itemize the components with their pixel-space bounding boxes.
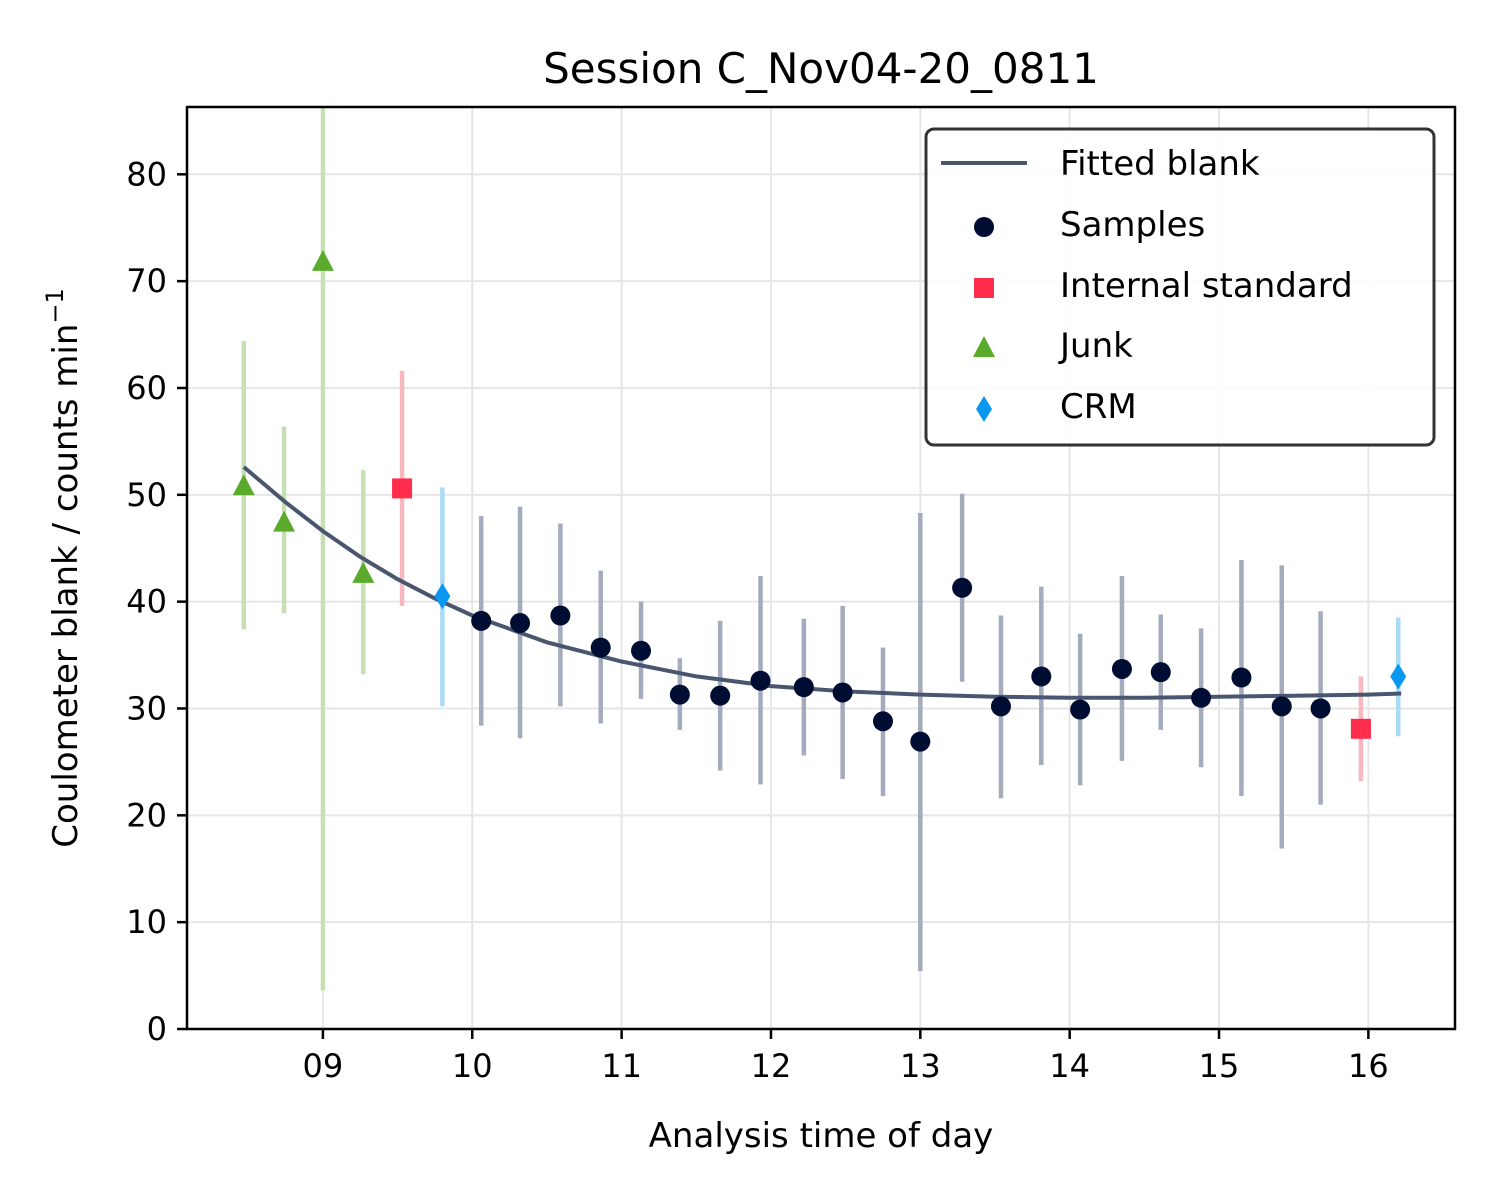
y-axis-label-superscript: −1 bbox=[41, 288, 69, 323]
chart-title: Session C_Nov04-20_0811 bbox=[543, 44, 1099, 93]
legend-internal-standard-swatch bbox=[974, 278, 994, 298]
samples-point bbox=[510, 613, 531, 634]
samples-point bbox=[910, 731, 931, 752]
x-tick-label: 12 bbox=[751, 1047, 792, 1085]
junk-point bbox=[273, 510, 296, 532]
legend-internal-standard-label: Internal standard bbox=[1060, 266, 1353, 306]
y-tick-label: 80 bbox=[126, 155, 167, 193]
x-tick-label: 09 bbox=[303, 1047, 344, 1085]
x-tick-label: 16 bbox=[1348, 1047, 1389, 1085]
samples-point bbox=[990, 696, 1011, 717]
junk-point bbox=[232, 474, 255, 496]
crm-point bbox=[434, 583, 451, 610]
legend-junk-label: Junk bbox=[1058, 326, 1133, 366]
x-tick-label: 15 bbox=[1199, 1047, 1240, 1085]
samples-point bbox=[590, 637, 611, 658]
samples-point bbox=[1150, 662, 1171, 683]
samples-point bbox=[1111, 658, 1132, 679]
samples-point bbox=[550, 605, 571, 626]
x-tick-label: 13 bbox=[900, 1047, 941, 1085]
y-axis-label-main: Coulometer blank / counts min bbox=[46, 324, 86, 848]
x-tick-label: 11 bbox=[601, 1047, 642, 1085]
y-tick-label: 0 bbox=[147, 1010, 167, 1048]
x-tick-label: 10 bbox=[452, 1047, 493, 1085]
legend-samples-label: Samples bbox=[1060, 205, 1205, 245]
samples-point bbox=[471, 610, 492, 631]
legend-samples-swatch bbox=[974, 217, 994, 237]
y-tick-label: 60 bbox=[126, 369, 167, 407]
axis-ticks: 09 10 11 12 13 14 15 16 0 10 20 30 40 50 60 70 80 bbox=[126, 155, 1388, 1085]
y-tick-label: 50 bbox=[126, 476, 167, 514]
legend-crm-swatch bbox=[976, 396, 992, 422]
y-tick-label: 70 bbox=[126, 262, 167, 300]
y-tick-label: 20 bbox=[126, 796, 167, 834]
legend-box bbox=[924, 127, 1436, 447]
legend-crm-label: CRM bbox=[1060, 387, 1137, 427]
x-tick-label: 14 bbox=[1049, 1047, 1090, 1085]
junk-point bbox=[352, 561, 375, 583]
y-tick-label: 30 bbox=[126, 689, 167, 727]
legend: Fitted blank Samples Internal standard Junk… bbox=[924, 127, 1436, 447]
samples-point bbox=[1191, 687, 1212, 708]
samples-point bbox=[793, 677, 814, 698]
y-axis-label: Coulometer blank / counts min−1 bbox=[41, 288, 86, 848]
samples-point bbox=[872, 711, 893, 732]
internal-standard-point bbox=[392, 478, 413, 499]
samples-point bbox=[710, 685, 731, 706]
y-tick-label: 10 bbox=[126, 903, 167, 941]
x-axis-label: Analysis time of day bbox=[649, 1116, 994, 1156]
samples-point bbox=[1031, 666, 1052, 687]
legend-junk-swatch bbox=[973, 336, 995, 357]
samples-point bbox=[952, 577, 973, 598]
samples-point bbox=[669, 684, 690, 705]
crm-point bbox=[1390, 663, 1407, 690]
samples-point bbox=[1310, 698, 1331, 719]
samples-point bbox=[750, 670, 771, 691]
internal-standard-point bbox=[1350, 718, 1371, 739]
junk-point bbox=[311, 249, 334, 271]
y-tick-label: 40 bbox=[126, 583, 167, 621]
plot-area bbox=[232, 107, 1407, 991]
samples-point bbox=[1070, 699, 1091, 720]
samples-point bbox=[1271, 696, 1292, 717]
samples-point bbox=[1231, 667, 1252, 688]
samples-point bbox=[832, 682, 853, 703]
legend-fitted-blank-label: Fitted blank bbox=[1060, 144, 1260, 184]
samples-point bbox=[631, 640, 652, 661]
axes-frame bbox=[185, 105, 1457, 1031]
